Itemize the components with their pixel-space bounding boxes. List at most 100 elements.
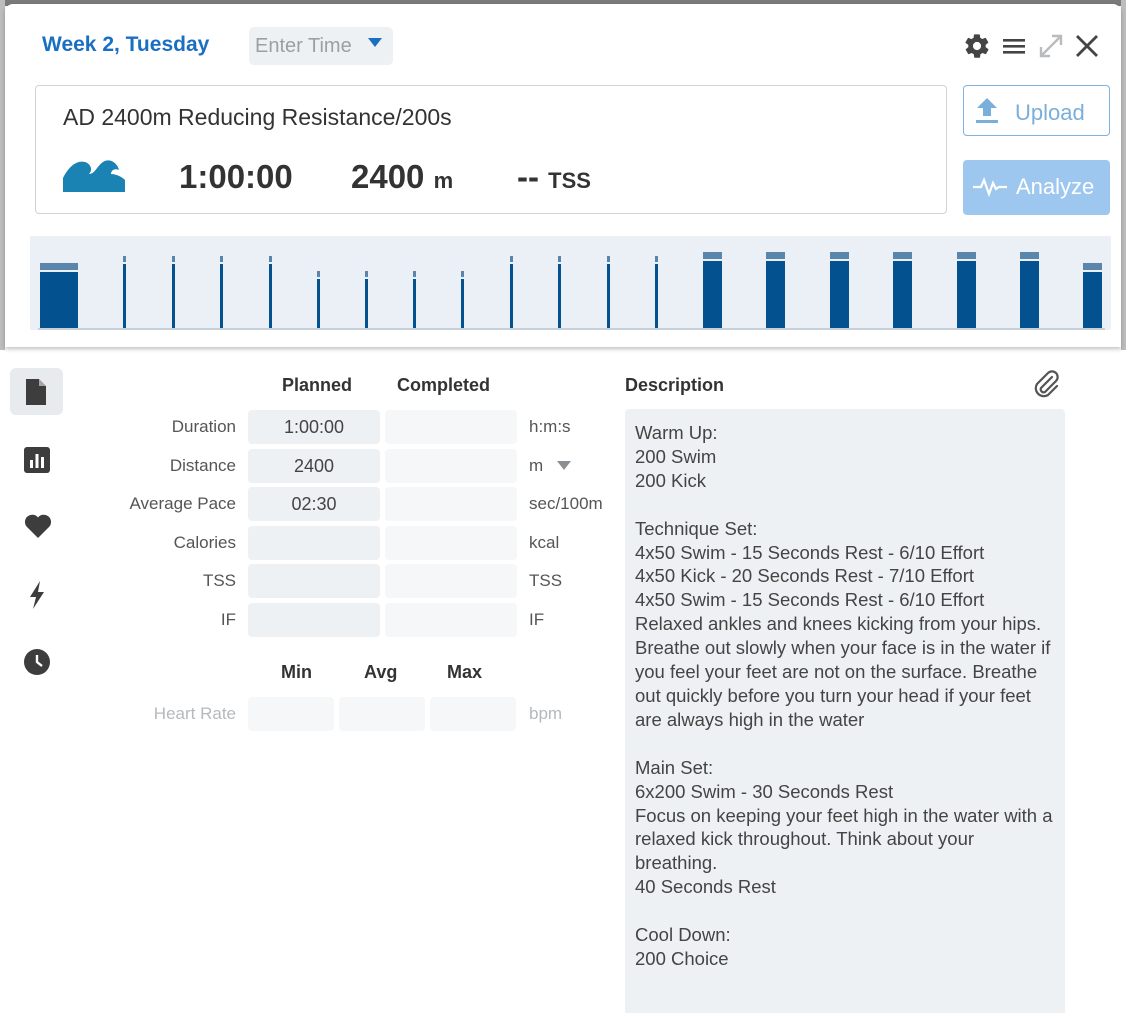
planned-input[interactable] xyxy=(248,526,380,560)
planned-input[interactable]: 2400 xyxy=(248,449,380,483)
workout-header-card: Week 2, Tuesday Enter Time AD 2400m Redu… xyxy=(5,4,1121,347)
interval-bar xyxy=(830,261,849,328)
menu-icon[interactable] xyxy=(1000,32,1028,60)
planned-input[interactable] xyxy=(248,564,380,598)
interval-bar-cap xyxy=(510,256,513,262)
heart-rate-unit: bpm xyxy=(529,704,562,724)
metric-label: Average Pace xyxy=(36,494,236,514)
completed-input[interactable] xyxy=(385,564,517,598)
structure-chart-svg xyxy=(30,236,1111,330)
metric-label: Distance xyxy=(36,456,236,476)
hr-avg-input[interactable] xyxy=(339,697,425,731)
interval-bar xyxy=(893,261,912,328)
planned-distance-display: 2400 m xyxy=(351,158,453,196)
completed-column-header: Completed xyxy=(397,375,490,396)
background-edge-right xyxy=(1121,0,1126,350)
day-title: Week 2, Tuesday xyxy=(42,33,209,57)
metric-unit: kcal xyxy=(529,533,559,553)
interval-bar xyxy=(957,261,976,328)
upload-button[interactable]: Upload xyxy=(963,85,1110,136)
workout-summary-box: AD 2400m Reducing Resistance/200s 1:00:0… xyxy=(35,85,947,214)
document-icon xyxy=(24,379,48,405)
description-textarea[interactable]: Warm Up: 200 Swim 200 Kick Technique Set… xyxy=(625,409,1065,1013)
sidebar-item-time[interactable] xyxy=(10,638,63,685)
completed-input[interactable] xyxy=(385,603,517,637)
interval-bar-cap xyxy=(172,256,175,262)
interval-bar-cap xyxy=(413,271,416,277)
interval-bar-cap xyxy=(703,252,722,259)
interval-bar xyxy=(703,261,722,328)
enter-time-dropdown[interactable]: Enter Time xyxy=(249,27,393,65)
metric-label: Calories xyxy=(36,533,236,553)
description-header: Description xyxy=(625,375,724,396)
interval-bar xyxy=(413,279,416,328)
interval-bar-cap xyxy=(893,252,912,259)
planned-input[interactable] xyxy=(248,603,380,637)
swim-wave-icon xyxy=(63,156,125,197)
interval-bar-cap xyxy=(1083,263,1102,270)
metric-label: TSS xyxy=(36,571,236,591)
tss-label: TSS xyxy=(548,168,591,193)
interval-bar-cap xyxy=(607,256,610,262)
interval-bar xyxy=(607,264,610,328)
metric-unit: IF xyxy=(529,610,544,630)
interval-bar-cap xyxy=(558,256,561,262)
upload-icon xyxy=(976,98,998,124)
interval-bar-cap xyxy=(830,252,849,259)
upload-label: Upload xyxy=(1015,100,1085,126)
hr-max-header: Max xyxy=(447,662,482,683)
interval-bar xyxy=(365,279,368,328)
interval-bar xyxy=(766,261,785,328)
interval-bar xyxy=(123,264,126,328)
interval-bar xyxy=(461,279,464,328)
interval-bar-cap xyxy=(269,256,272,262)
planned-input[interactable]: 1:00:00 xyxy=(248,410,380,444)
metric-label: Duration xyxy=(36,417,236,437)
unit-dropdown-caret-icon[interactable] xyxy=(557,461,571,470)
interval-bar-cap xyxy=(123,256,126,262)
interval-bar xyxy=(269,264,272,328)
completed-input[interactable] xyxy=(385,526,517,560)
completed-input[interactable] xyxy=(385,410,517,444)
workout-title[interactable]: AD 2400m Reducing Resistance/200s xyxy=(63,104,452,131)
clock-icon xyxy=(24,649,50,675)
interval-bar-cap xyxy=(40,263,78,270)
interval-bar-cap xyxy=(317,271,320,277)
planned-duration-display: 1:00:00 xyxy=(179,158,293,196)
interval-bar xyxy=(558,264,561,328)
interval-bar xyxy=(317,279,320,328)
interval-bar-cap xyxy=(365,271,368,277)
interval-bar xyxy=(655,264,658,328)
interval-bar xyxy=(1020,261,1039,328)
interval-bar xyxy=(40,272,78,328)
gear-icon[interactable] xyxy=(963,32,991,60)
hr-avg-header: Avg xyxy=(364,662,397,683)
attachment-icon[interactable] xyxy=(1032,369,1060,404)
expand-icon[interactable] xyxy=(1037,32,1065,60)
planned-column-header: Planned xyxy=(282,375,352,396)
metric-unit: sec/100m xyxy=(529,494,603,514)
metric-label: IF xyxy=(36,610,236,630)
interval-bar-cap xyxy=(655,256,658,262)
sidebar-item-summary[interactable] xyxy=(10,368,63,415)
interval-bar xyxy=(510,264,513,328)
hr-max-input[interactable] xyxy=(430,697,516,731)
close-icon[interactable] xyxy=(1073,32,1101,60)
distance-unit: m xyxy=(434,168,454,193)
pulse-icon xyxy=(973,177,1007,197)
interval-bar xyxy=(172,264,175,328)
metric-unit[interactable]: m xyxy=(529,456,543,476)
analyze-label: Analyze xyxy=(1016,174,1094,200)
analyze-button[interactable]: Analyze xyxy=(963,160,1110,215)
interval-bar-cap xyxy=(1020,252,1039,259)
planned-input[interactable]: 02:30 xyxy=(248,487,380,521)
interval-bar xyxy=(1083,272,1102,328)
interval-bar-cap xyxy=(957,252,976,259)
metric-unit: h:m:s xyxy=(529,417,571,437)
completed-input[interactable] xyxy=(385,449,517,483)
hr-min-input[interactable] xyxy=(248,697,334,731)
completed-input[interactable] xyxy=(385,487,517,521)
enter-time-placeholder: Enter Time xyxy=(255,35,352,57)
interval-bar-cap xyxy=(766,252,785,259)
workout-structure-chart[interactable] xyxy=(30,236,1111,330)
